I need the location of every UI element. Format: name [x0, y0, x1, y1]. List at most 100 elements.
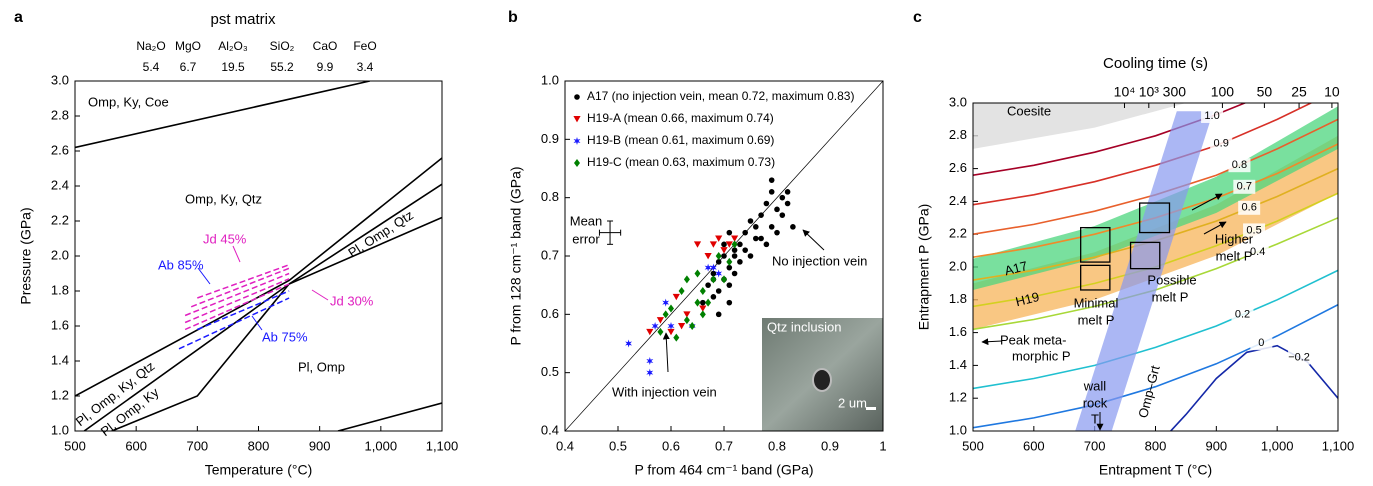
data-point — [705, 298, 712, 307]
annotation: 2 um — [838, 395, 867, 410]
oxide-name: Na₂O — [136, 39, 165, 53]
annotation: wall — [1083, 378, 1107, 393]
band — [1075, 111, 1214, 431]
data-point — [710, 294, 717, 300]
contour-line — [973, 103, 1247, 176]
x2-tick-label: 50 — [1257, 84, 1273, 100]
data-point — [768, 189, 775, 195]
data-point — [683, 311, 691, 318]
x-tick-label: 800 — [1145, 438, 1167, 453]
contour-label-bg — [1228, 158, 1251, 173]
y-tick-label: 0.9 — [541, 131, 559, 146]
y-tick-label: 3.0 — [51, 72, 69, 87]
data-point — [753, 224, 759, 230]
data-point — [715, 252, 722, 260]
phase-boundary — [337, 402, 442, 431]
data-point — [656, 317, 664, 324]
x-tick-label: 0.5 — [609, 438, 627, 453]
y-tick-label: 2.6 — [51, 142, 69, 157]
data-point — [683, 316, 690, 325]
isopleth — [184, 272, 290, 317]
data-point — [668, 304, 674, 313]
panel-label: c — [913, 9, 922, 26]
y-tick-label: 1.0 — [949, 422, 967, 437]
plot-frame — [972, 102, 1339, 432]
y-tick-label: 1.6 — [949, 324, 967, 339]
data-point — [721, 253, 727, 259]
y-axis-label: Pressure (GPa) — [18, 207, 34, 304]
arrow — [981, 338, 1003, 346]
data-point — [737, 259, 743, 265]
annotation: Jd 30% — [330, 293, 374, 308]
x-tick-label: 900 — [309, 438, 331, 453]
band — [973, 106, 1338, 290]
x-tick-label: 0.8 — [768, 438, 786, 453]
arrow — [662, 332, 670, 373]
plot-frame — [74, 80, 443, 432]
data-point — [672, 293, 680, 301]
x2-tick-label: 10 — [1324, 84, 1340, 100]
data-point — [625, 339, 633, 348]
oxide-name: SiO₂ — [270, 39, 295, 53]
y-tick-label: 0.8 — [541, 189, 559, 204]
data-point — [758, 212, 764, 218]
annotation: Ab 75% — [262, 329, 308, 344]
data-point — [731, 270, 738, 277]
data-point — [742, 229, 748, 236]
oxide-name: MgO — [175, 39, 201, 53]
annotation: Peak meta- — [1000, 332, 1066, 347]
isopleth — [178, 297, 290, 350]
y-tick-label: 2.0 — [51, 247, 69, 262]
data-point — [720, 247, 728, 254]
legend-label: H19-A (mean 0.66, maximum 0.74) — [587, 111, 774, 125]
data-point — [726, 257, 733, 266]
data-point — [646, 357, 654, 365]
data-point — [689, 322, 696, 330]
y-tick-label: 2.0 — [949, 258, 967, 273]
legend-marker — [574, 94, 580, 100]
pressure-box — [1129, 241, 1161, 270]
annotation: Omp, Ky, Coe — [88, 94, 169, 109]
contour-label-bg — [1238, 200, 1261, 215]
x2-tick-label: 10⁴ — [1114, 84, 1136, 100]
contour-label-bg — [1288, 350, 1311, 365]
y-axis-label: Entrapment P (GPa) — [916, 204, 932, 331]
contour-line — [973, 103, 1313, 206]
isopleth — [184, 278, 290, 324]
x-tick-label: 700 — [1084, 438, 1106, 453]
x-tick-label: 1,000 — [1261, 438, 1294, 453]
legend-label: H19-B (mean 0.61, maximum 0.69) — [587, 133, 774, 147]
band-label: H19 — [1014, 289, 1041, 309]
y-tick-label: 0.6 — [541, 306, 559, 321]
data-point — [715, 269, 723, 278]
data-point — [667, 328, 675, 336]
x-tick-label: 600 — [1023, 438, 1045, 453]
annotation: Possible — [1147, 272, 1196, 287]
contour-label: 0.4 — [1250, 246, 1265, 258]
arrow — [1191, 193, 1223, 211]
data-point — [646, 328, 654, 336]
data-point — [678, 287, 685, 295]
contour-label: 1.0 — [1204, 110, 1219, 122]
oxide-value: 3.4 — [357, 60, 374, 74]
contour-label-bg — [1243, 223, 1266, 238]
y-tick-label: 2.6 — [949, 160, 967, 175]
annotation: melt P — [1152, 289, 1189, 304]
y-tick-label: 2.2 — [51, 212, 69, 227]
contour-label-bg — [1210, 136, 1233, 151]
data-point — [737, 241, 743, 248]
data-point — [726, 282, 733, 288]
oxide-value: 9.9 — [317, 60, 334, 74]
data-point — [662, 298, 670, 307]
data-point — [721, 275, 727, 284]
contour-label: 0.8 — [1232, 159, 1247, 171]
x-tick-label: 1,100 — [1322, 438, 1355, 453]
inclusion — [812, 368, 832, 392]
x-axis-label: Entrapment T (°C) — [1099, 462, 1212, 478]
data-point — [694, 269, 701, 278]
x-tick-label: 500 — [64, 438, 86, 453]
contour-label-bg — [1201, 108, 1224, 123]
data-point — [784, 200, 791, 207]
data-point — [657, 327, 664, 336]
y-tick-label: 0.5 — [541, 364, 559, 379]
